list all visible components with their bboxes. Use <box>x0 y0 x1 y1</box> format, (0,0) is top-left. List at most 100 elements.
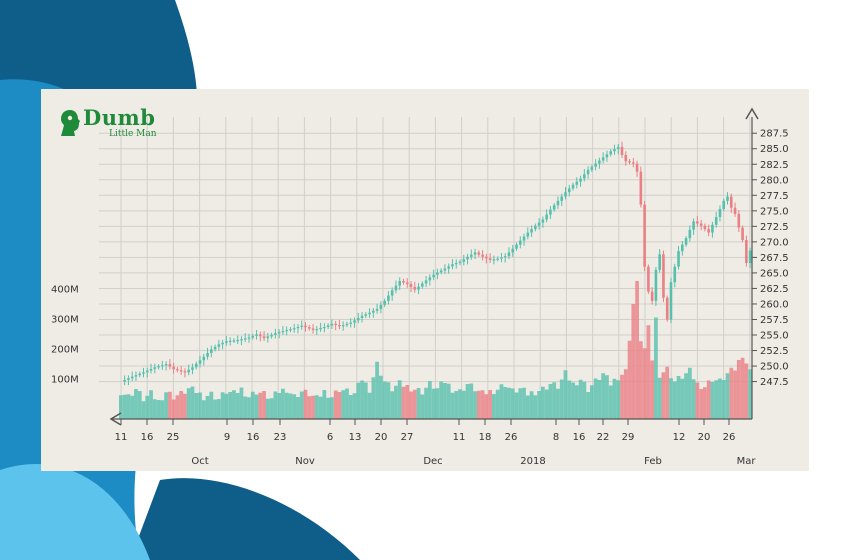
price-candles <box>123 141 752 386</box>
volume-bar <box>401 386 406 419</box>
month-label: Nov <box>295 456 315 467</box>
volume-bar <box>507 387 511 419</box>
candle-body <box>409 284 413 287</box>
volume-bar <box>537 391 541 419</box>
candle-body <box>292 328 296 330</box>
candle-body <box>161 365 164 367</box>
volume-bar <box>156 400 161 419</box>
volume-bar <box>669 378 673 419</box>
candle-body <box>379 304 383 309</box>
candle-body <box>311 328 315 331</box>
volume-bar <box>616 380 621 419</box>
volume-bar <box>495 389 500 419</box>
volume-bar <box>232 390 236 419</box>
volume-bar <box>638 341 643 419</box>
volume-bar <box>122 394 127 419</box>
candle-body <box>394 285 398 291</box>
candle-body <box>368 312 371 315</box>
volume-bar <box>160 400 165 419</box>
volume-bar <box>326 397 330 419</box>
candle-body <box>639 171 643 205</box>
volume-bar <box>311 395 315 419</box>
candle-body <box>436 272 439 275</box>
candle-body <box>647 266 650 292</box>
candle-body <box>488 258 492 260</box>
candle-body <box>526 232 530 237</box>
day-tick-label: 13 <box>349 432 362 443</box>
price-tick-labels: 287.5 285.0 282.5 280.0 277.5 275.0 272.5 270.0… <box>752 129 789 388</box>
candle-body <box>669 282 673 320</box>
volume-bar <box>179 391 184 419</box>
price-tick-label: 262.5 <box>760 284 789 295</box>
price-tick-label: 285.0 <box>760 144 789 155</box>
volume-bar <box>589 385 594 419</box>
volume-bar <box>152 399 157 419</box>
candle-body <box>616 146 620 150</box>
volume-bar <box>461 390 466 419</box>
candle-body <box>658 254 661 270</box>
candle-body <box>699 223 703 226</box>
candle-body <box>511 248 515 253</box>
month-labels: Oct Nov Dec 2018 Feb Mar <box>191 456 756 467</box>
candle-body <box>421 283 424 287</box>
candle-body <box>398 280 402 286</box>
candle-body <box>556 200 560 206</box>
volume-bar <box>687 367 692 419</box>
candle-body <box>469 254 473 257</box>
candle-body <box>326 325 330 327</box>
volume-bar <box>465 384 470 419</box>
candle-body <box>432 274 435 278</box>
candle-body <box>210 349 213 354</box>
candle-body <box>428 277 432 281</box>
volume-bar <box>201 400 206 419</box>
volume-bar <box>330 397 334 419</box>
volume-bar <box>409 391 413 419</box>
volume-bar <box>691 379 696 419</box>
day-tick-label: 18 <box>479 432 492 443</box>
volume-bar <box>186 388 191 419</box>
volume-bar <box>525 395 530 419</box>
volume-bar <box>345 388 349 419</box>
volume-bar <box>363 382 368 419</box>
chart-card: 287.5 285.0 282.5 280.0 277.5 275.0 272.5 270.0… <box>41 89 809 471</box>
candle-body <box>164 364 168 366</box>
wave-dark-bottom <box>130 478 360 560</box>
volume-bar <box>518 388 523 419</box>
volume-bar <box>665 366 670 419</box>
candle-body <box>228 340 232 343</box>
price-tick-label: 265.0 <box>760 268 789 279</box>
volume-bar <box>397 380 402 419</box>
candle-body <box>134 375 138 377</box>
volume-bar <box>661 372 666 419</box>
candle-body <box>221 342 224 345</box>
candle-body <box>353 320 356 323</box>
candle-body <box>187 369 191 373</box>
volume-bar <box>541 386 545 419</box>
volume-bar <box>183 393 187 419</box>
price-tick-label: 250.0 <box>760 362 789 373</box>
candle-body <box>127 378 130 380</box>
candle-body <box>304 325 307 328</box>
candle-body <box>628 161 631 163</box>
volume-bar <box>443 383 447 419</box>
candle-body <box>673 266 677 283</box>
volume-bar <box>706 380 711 419</box>
price-tick-label: 272.5 <box>760 222 789 233</box>
candle-body <box>500 257 503 259</box>
candle-body <box>650 291 654 301</box>
volume-tick-label: 300M <box>51 315 79 326</box>
volume-bar <box>695 382 700 419</box>
volume-bar <box>269 398 274 419</box>
candle-body <box>149 368 153 371</box>
candle-body <box>503 256 507 258</box>
volume-bar <box>469 383 474 419</box>
day-tick-label: 22 <box>597 432 610 443</box>
candle-body <box>383 300 386 305</box>
volume-bar <box>450 392 455 419</box>
month-label: Oct <box>191 456 208 467</box>
candle-body <box>590 166 594 170</box>
candle-body <box>123 379 126 382</box>
candle-body <box>737 213 741 228</box>
volume-bar <box>601 373 606 419</box>
candle-body <box>541 219 545 223</box>
